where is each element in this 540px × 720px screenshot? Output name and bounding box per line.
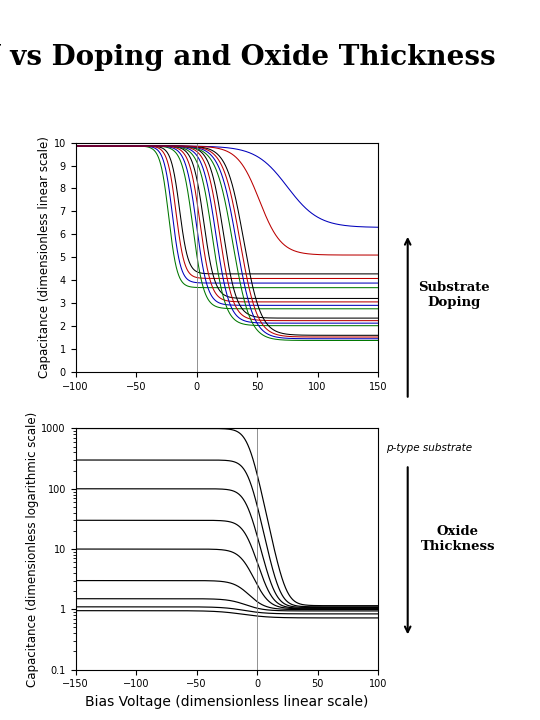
Text: CV vs Doping and Oxide Thickness: CV vs Doping and Oxide Thickness [0, 44, 496, 71]
Text: p-type substrate: p-type substrate [386, 443, 472, 453]
X-axis label: Bias Voltage (dimensionless linear scale): Bias Voltage (dimensionless linear scale… [85, 695, 368, 709]
Y-axis label: Capacitance (dimensionless logarithmic scale): Capacitance (dimensionless logarithmic s… [25, 411, 38, 687]
Y-axis label: Capacitance (dimensionless linear scale): Capacitance (dimensionless linear scale) [38, 136, 51, 378]
Text: Oxide
Thickness: Oxide Thickness [421, 525, 495, 552]
Text: Substrate
Doping: Substrate Doping [418, 282, 489, 309]
